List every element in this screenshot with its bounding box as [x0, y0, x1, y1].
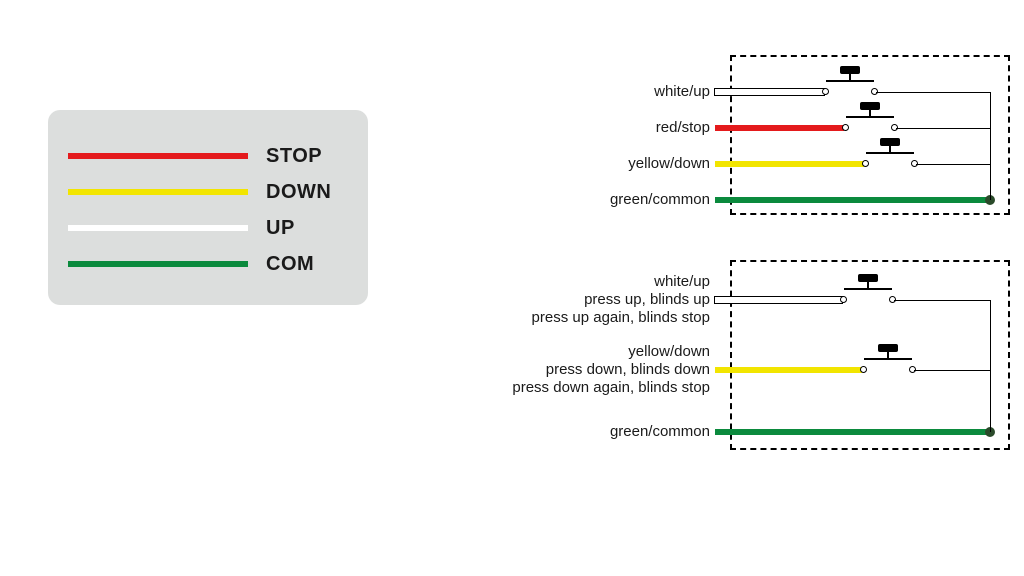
- diagram-b-label-down: yellow/downpress down, blinds downpress …: [450, 343, 710, 397]
- legend-line-stop: [68, 153, 248, 159]
- diagram-a-lead-stop: [896, 128, 990, 129]
- diagram-b-switch-up: [838, 274, 898, 304]
- legend-label-up: UP: [266, 217, 295, 240]
- diagram-a-label-common: green/common: [450, 191, 710, 209]
- diagram-a-lead-up: [876, 92, 990, 93]
- diagram-b-wire-common: [715, 429, 990, 435]
- diagram-a-label-down: yellow/down: [450, 155, 710, 173]
- legend-label-down: DOWN: [266, 181, 331, 204]
- canvas: STOP DOWN UP COM white/up red/stop yellow/…: [0, 0, 1024, 576]
- diagram-a-label-stop: red/stop: [450, 119, 710, 137]
- legend-line-up: [68, 225, 248, 231]
- legend-row-stop: STOP: [68, 138, 348, 174]
- legend-line-com: [68, 261, 248, 267]
- diagram-a-wire-up: [715, 89, 824, 95]
- diagram-b-lead-up: [894, 300, 990, 301]
- diagram-b-label-up: white/uppress up, blinds uppress up agai…: [450, 273, 710, 327]
- diagram-a-wire-down: [715, 161, 864, 167]
- legend-row-up: UP: [68, 210, 348, 246]
- legend-line-down: [68, 189, 248, 195]
- diagram-a-lead-down: [916, 164, 990, 165]
- diagram-a-switch-down: [860, 138, 920, 168]
- diagram-a-label-up: white/up: [450, 83, 710, 101]
- diagram-b-wire-up: [715, 297, 842, 303]
- diagram-b-bus: [990, 300, 991, 432]
- legend-row-down: DOWN: [68, 174, 348, 210]
- legend-label-stop: STOP: [266, 145, 322, 168]
- legend-box: STOP DOWN UP COM: [48, 110, 368, 305]
- legend-row-com: COM: [68, 246, 348, 282]
- diagram-b-lead-down: [914, 370, 990, 371]
- diagram-a-bus: [990, 92, 991, 200]
- legend-label-com: COM: [266, 253, 314, 276]
- diagram-b-label-common: green/common: [450, 423, 710, 441]
- diagram-a-wire-stop: [715, 125, 844, 131]
- diagram-b-switch-down: [858, 344, 918, 374]
- diagram-a-switch-stop: [840, 102, 900, 132]
- diagram-b-wire-down: [715, 367, 862, 373]
- diagram-a-switch-up: [820, 66, 880, 96]
- diagram-a-wire-common: [715, 197, 990, 203]
